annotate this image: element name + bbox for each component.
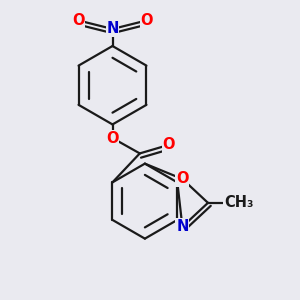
Text: N: N <box>106 22 119 37</box>
Text: O: O <box>72 13 85 28</box>
Text: N: N <box>176 219 189 234</box>
Text: O: O <box>163 137 175 152</box>
Text: O: O <box>176 172 189 187</box>
Text: O: O <box>140 13 153 28</box>
Text: CH₃: CH₃ <box>224 195 253 210</box>
Text: O: O <box>106 130 119 146</box>
